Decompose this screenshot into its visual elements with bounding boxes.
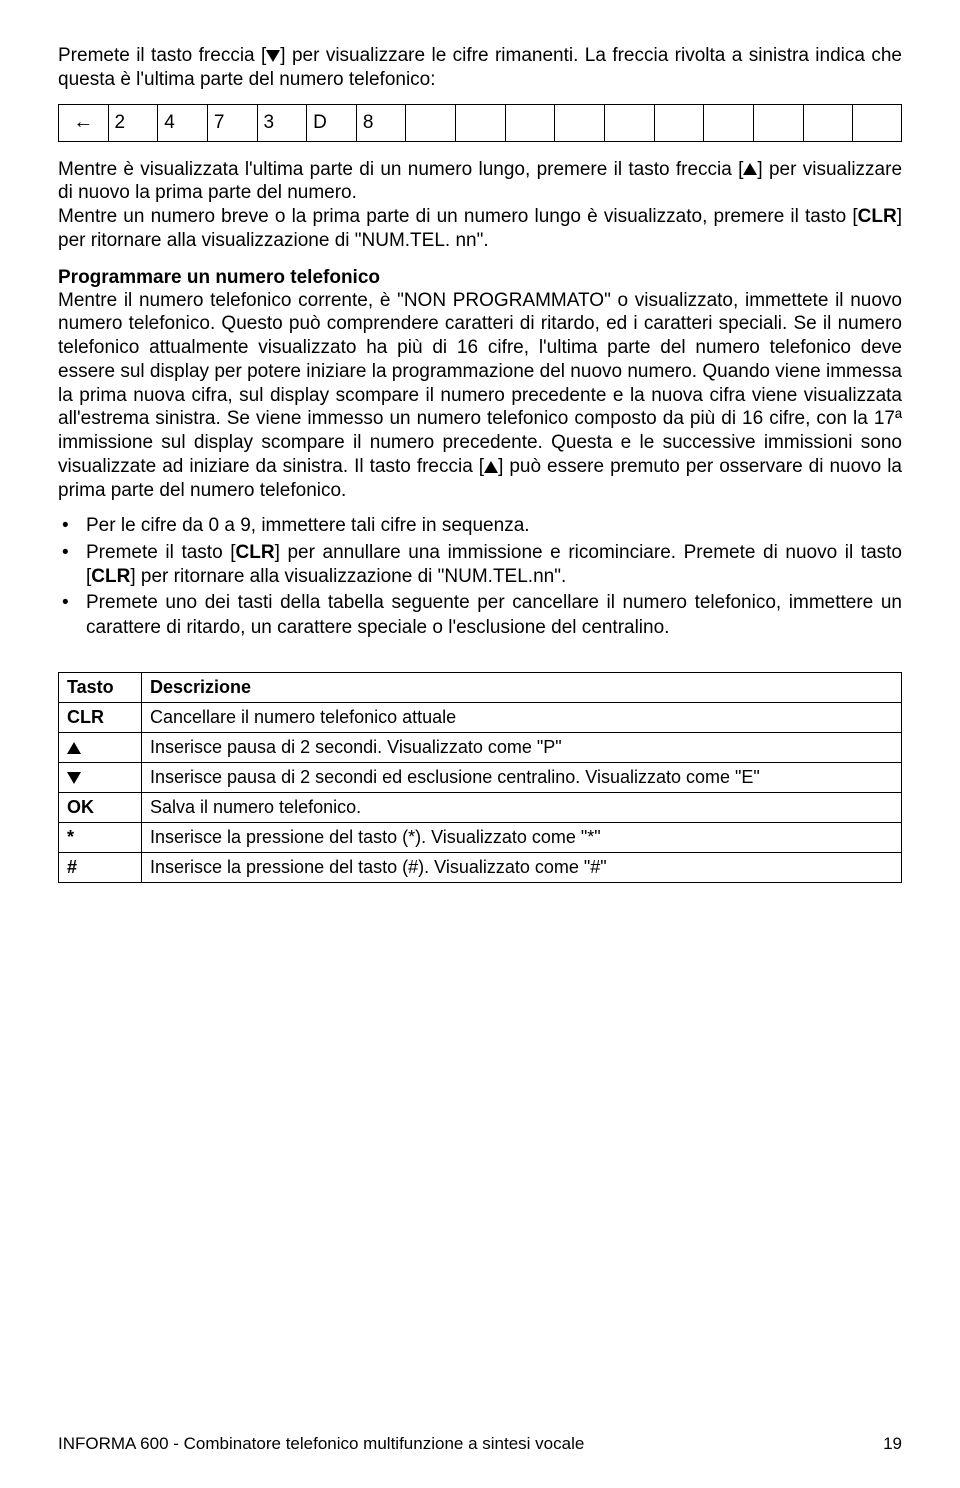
display-cell (554, 104, 604, 142)
display-cell: 3 (257, 104, 307, 142)
key-cell: * (59, 822, 142, 852)
display-cell (753, 104, 803, 142)
bullet2-clr: CLR (236, 542, 275, 563)
key-cell: CLR (59, 702, 142, 732)
key-table: Tasto Descrizione CLRCancellare il numer… (58, 672, 902, 883)
paragraph-1: Premete il tasto freccia [] per visualiz… (58, 44, 902, 92)
table-row: OKSalva il numero telefonico. (59, 792, 902, 822)
para1-text-a: Premete il tasto freccia [ (58, 45, 266, 66)
paragraph-2: Mentre è visualizzata l'ultima parte di … (58, 158, 902, 206)
bullet2-c: ] per ritornare alla visualizzazione di … (130, 566, 566, 587)
bullet3-text: Premete uno dei tasti della tabella segu… (86, 592, 902, 637)
desc-cell: Inserisce la pressione del tasto (*). Vi… (142, 822, 902, 852)
footer-title: INFORMA 600 - Combinatore telefonico mul… (58, 1434, 584, 1454)
para3-text-a: Mentre un numero breve o la prima parte … (58, 206, 858, 227)
up-arrow-icon (743, 163, 757, 175)
display-cell: 8 (356, 104, 406, 142)
table-row: CLRCancellare il numero telefonico attua… (59, 702, 902, 732)
list-item: Per le cifre da 0 a 9, immettere tali ci… (58, 514, 902, 538)
list-item: Premete il tasto [CLR] per annullare una… (58, 541, 902, 590)
key-cell (59, 732, 142, 762)
display-cell (803, 104, 853, 142)
display-cell: 2 (108, 104, 158, 142)
para4-text-a: Mentre il numero telefonico corrente, è … (58, 290, 902, 477)
key-cell: # (59, 852, 142, 882)
key-cell: OK (59, 792, 142, 822)
table-row: #Inserisce la pressione del tasto (#). V… (59, 852, 902, 882)
display-cell (654, 104, 704, 142)
down-arrow-icon (67, 772, 81, 784)
display-cell (405, 104, 455, 142)
display-cell: 7 (207, 104, 257, 142)
table-row: Inserisce pausa di 2 secondi ed esclusio… (59, 762, 902, 792)
page-footer: INFORMA 600 - Combinatore telefonico mul… (58, 1434, 902, 1454)
up-arrow-icon (67, 742, 81, 754)
table-row: Inserisce pausa di 2 secondi. Visualizza… (59, 732, 902, 762)
up-arrow-icon (484, 461, 498, 473)
paragraph-3: Mentre un numero breve o la prima parte … (58, 205, 902, 253)
bullet1-text: Per le cifre da 0 a 9, immettere tali ci… (86, 515, 530, 536)
para2-text-a: Mentre è visualizzata l'ultima parte di … (58, 159, 743, 180)
desc-cell: Inserisce la pressione del tasto (#). Vi… (142, 852, 902, 882)
heading-program-number: Programmare un numero telefonico (58, 267, 902, 289)
display-cell (505, 104, 555, 142)
down-arrow-icon (266, 50, 280, 62)
table-header-row: Tasto Descrizione (59, 672, 902, 702)
page-number: 19 (883, 1434, 902, 1454)
bullet-list: Per le cifre da 0 a 9, immettere tali ci… (58, 514, 902, 640)
display-grid: ←2473D8 (58, 104, 902, 142)
key-cell (59, 762, 142, 792)
header-desc: Descrizione (142, 672, 902, 702)
header-key: Tasto (59, 672, 142, 702)
display-cell (455, 104, 505, 142)
list-item: Premete uno dei tasti della tabella segu… (58, 591, 902, 640)
display-cell: 4 (157, 104, 207, 142)
bullet2-clr2: CLR (91, 566, 130, 587)
display-cell (703, 104, 753, 142)
desc-cell: Cancellare il numero telefonico attuale (142, 702, 902, 732)
desc-cell: Salva il numero telefonico. (142, 792, 902, 822)
table-row: *Inserisce la pressione del tasto (*). V… (59, 822, 902, 852)
display-cell (852, 104, 902, 142)
bullet2-a: Premete il tasto [ (86, 542, 236, 563)
display-cell: ← (58, 104, 108, 142)
desc-cell: Inserisce pausa di 2 secondi ed esclusio… (142, 762, 902, 792)
display-cell (604, 104, 654, 142)
para3-clr: CLR (858, 206, 897, 227)
display-cell: D (306, 104, 356, 142)
desc-cell: Inserisce pausa di 2 secondi. Visualizza… (142, 732, 902, 762)
paragraph-4: Mentre il numero telefonico corrente, è … (58, 289, 902, 503)
